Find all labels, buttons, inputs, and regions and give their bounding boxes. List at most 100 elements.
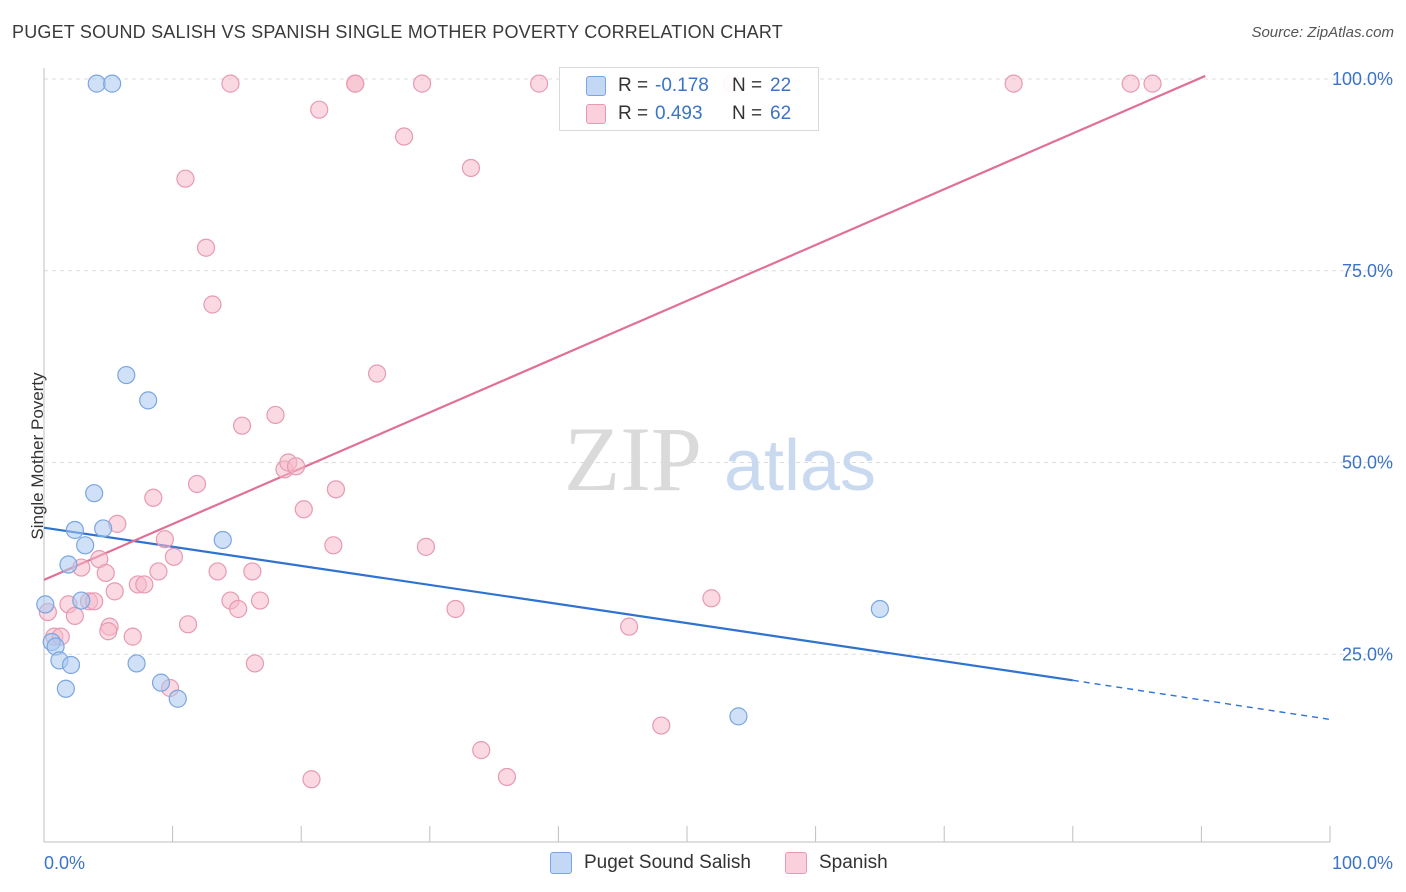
spanish-point [144,488,163,507]
legend-swatch-pink [586,104,606,124]
puget-trend-line [43,526,1073,682]
spanish-point [105,582,124,601]
puget-trend-extension [1072,679,1331,721]
puget-point [87,74,106,93]
spanish-point [229,599,248,619]
puget-point [56,679,75,698]
spanish-point [324,536,343,555]
puget-point [36,595,55,614]
spanish-point [164,547,183,566]
watermark-zip: ZIP [564,408,702,510]
legend-row-puget: R = -0.178 N = 22 [560,72,818,100]
legend-row-spanish: R = 0.493 N = 62 [560,100,818,128]
y-tick-label: 75.0% [1342,261,1393,281]
legend-r-label: R = [618,75,649,96]
spanish-point [1121,74,1140,93]
puget-point [61,655,81,675]
spanish-point [208,562,227,581]
legend-item-spanish[interactable]: Spanish [785,852,888,874]
legend-n-label: N = [732,75,763,96]
data-points [36,74,1162,789]
spanish-point [149,562,168,581]
gridlines [44,78,1392,655]
spanish-point [196,238,216,257]
spanish-point [310,100,329,119]
chart-title: PUGET SOUND SALISH VS SPANISH SINGLE MOT… [12,22,783,42]
spanish-point [472,741,491,760]
legend-n-value: 22 [770,75,792,96]
spanish-point [187,474,207,494]
axis-ticks: 25.0% 50.0% 75.0% 100.0% 0.0% 100.0% [44,69,1393,873]
puget-point [168,689,187,708]
source-label: Source: ZipAtlas.com [1251,24,1394,41]
y-tick-label: 50.0% [1342,453,1393,473]
legend-item-label: Puget Sound Salish [584,852,751,873]
x-tick-label: 0.0% [44,853,85,873]
puget-point [117,365,136,385]
legend-swatch-pink [785,852,807,874]
axes [43,68,1331,843]
y-axis-label: Single Mother Poverty [28,372,47,540]
spanish-point [652,716,671,735]
spanish-point [123,627,142,646]
x-tick-label: 100.0% [1332,853,1393,873]
spanish-point [394,127,414,146]
spanish-point [302,770,321,789]
legend-n-value: 62 [770,103,792,124]
legend-r-label: R = [618,103,649,124]
spanish-point [135,575,154,594]
spanish-point [497,767,517,787]
y-tick-label: 100.0% [1332,69,1393,89]
puget-point [139,391,158,410]
legend-item-puget-sound-salish[interactable]: Puget Sound Salish [550,852,751,874]
watermark-atlas: atlas [724,426,876,506]
puget-point [76,536,95,555]
spanish-point [346,74,365,93]
watermark: ZIP atlas [564,408,876,510]
puget-point [729,707,748,726]
puget-point [59,555,78,574]
legend-r-value: 0.493 [655,103,703,124]
spanish-point [245,654,265,673]
spanish-point [326,480,346,499]
spanish-point [99,622,118,641]
spanish-point [96,563,115,583]
legend-item-label: Spanish [819,852,888,873]
puget-point [65,520,84,540]
puget-point [151,673,171,692]
spanish-point [221,74,240,93]
puget-point [103,74,122,93]
spanish-point [203,295,222,314]
spanish-point [1143,74,1162,93]
spanish-point [530,74,549,93]
legend-swatch-blue [586,76,606,96]
legend-n-label: N = [732,103,763,124]
spanish-point [620,617,639,636]
legend-r-value: -0.178 [655,75,709,96]
spanish-point [1004,74,1023,93]
legend-swatch-blue [550,852,572,874]
series-legend: Puget Sound Salish Spanish [0,852,1406,878]
spanish-point [286,457,306,476]
puget-point [127,654,146,673]
spanish-point [367,364,387,383]
spanish-point [65,606,84,626]
puget-point [85,484,104,503]
puget-point [94,519,113,538]
spanish-point [446,599,465,619]
spanish-point [178,615,198,634]
spanish-point [232,416,252,435]
spanish-point [416,537,436,556]
trend-lines [43,74,1331,721]
spanish-trend-line [43,74,1206,581]
spanish-point [294,500,313,519]
puget-point [72,591,91,610]
spanish-point [176,169,195,188]
spanish-point [155,530,174,549]
stats-legend: R = -0.178 N = 22 R = 0.493 N = 62 [559,67,819,131]
spanish-point [266,405,285,425]
spanish-point [250,591,270,610]
spanish-point [461,158,481,178]
y-tick-label: 25.0% [1342,644,1393,664]
